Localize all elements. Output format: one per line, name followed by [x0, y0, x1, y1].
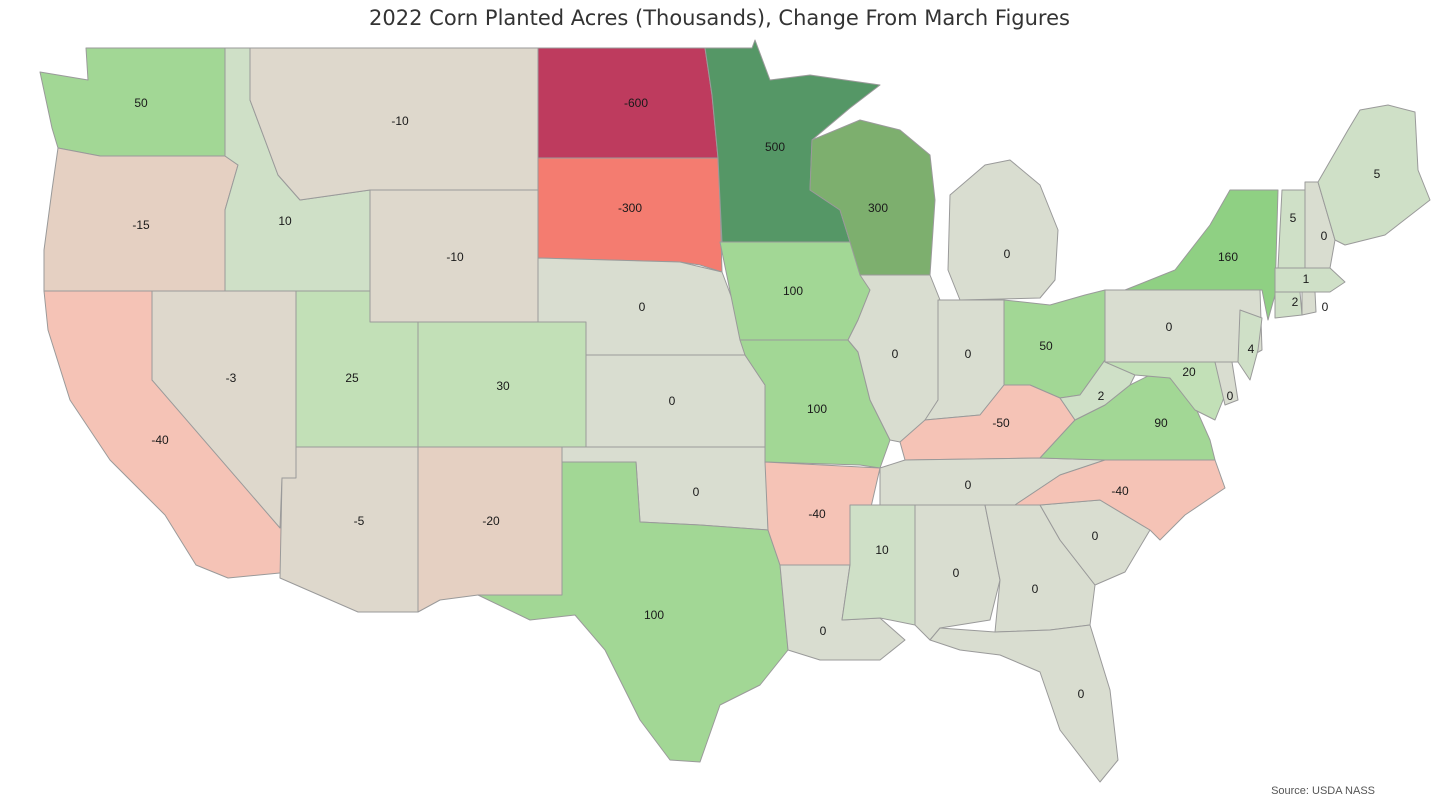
state-ms[interactable]: [841, 504, 916, 626]
state-value-label: 0: [1166, 320, 1173, 334]
state-nc[interactable]: [1014, 459, 1226, 541]
state-value-label: 10: [875, 543, 889, 557]
state-value-label: 0: [1078, 687, 1085, 701]
state-nm[interactable]: [417, 446, 563, 613]
state-value-label: 100: [644, 608, 664, 622]
state-ri[interactable]: [1301, 291, 1317, 316]
state-me[interactable]: [1317, 104, 1431, 246]
state-value-label: -10: [446, 250, 464, 264]
state-value-label: 0: [1032, 582, 1039, 596]
state-value-label: -50: [992, 416, 1010, 430]
state-value-label: -3: [226, 371, 237, 385]
state-value-label: -40: [151, 433, 169, 447]
state-value-label: 300: [868, 201, 888, 215]
state-tx[interactable]: [477, 461, 789, 763]
labels-layer: 50-15-4010-3-10-1025-530-20-600-30000010…: [132, 96, 1380, 701]
state-value-label: 5: [1290, 211, 1297, 225]
state-value-label: 25: [345, 371, 359, 385]
state-value-label: 10: [278, 214, 292, 228]
state-value-label: -40: [808, 507, 826, 521]
state-value-label: 160: [1218, 250, 1238, 264]
state-value-label: 5: [1374, 167, 1381, 181]
state-value-label: 500: [765, 140, 785, 154]
state-ny[interactable]: [1124, 189, 1279, 321]
state-nj[interactable]: [1237, 309, 1263, 381]
state-value-label: 30: [496, 379, 510, 393]
state-ks[interactable]: [585, 354, 766, 448]
state-value-label: 0: [1227, 389, 1234, 403]
state-value-label: 20: [1182, 365, 1196, 379]
state-nh[interactable]: [1304, 181, 1336, 269]
state-value-label: 100: [783, 284, 803, 298]
state-value-label: -10: [391, 114, 409, 128]
state-value-label: -20: [482, 514, 500, 528]
map-title: 2022 Corn Planted Acres (Thousands), Cha…: [369, 6, 1070, 30]
state-fl[interactable]: [929, 624, 1119, 783]
states-layer: [39, 39, 1431, 783]
state-value-label: 0: [820, 624, 827, 638]
state-value-label: 0: [1004, 247, 1011, 261]
state-value-label: 90: [1154, 416, 1168, 430]
state-value-label: 0: [669, 394, 676, 408]
state-value-label: 0: [693, 485, 700, 499]
state-value-label: 0: [1321, 229, 1328, 243]
state-az[interactable]: [279, 446, 419, 613]
state-value-label: -40: [1111, 484, 1129, 498]
state-ma[interactable]: [1274, 267, 1346, 293]
state-value-label: 2: [1292, 295, 1299, 309]
state-wv[interactable]: [1059, 359, 1136, 421]
state-value-label: 0: [953, 566, 960, 580]
state-value-label: 0: [965, 347, 972, 361]
state-value-label: -600: [624, 96, 648, 110]
state-value-label: 100: [807, 402, 827, 416]
state-value-label: 1: [1303, 272, 1310, 286]
state-mi[interactable]: [947, 159, 1059, 301]
source-note: Source: USDA NASS: [1271, 785, 1375, 797]
state-value-label: 0: [1322, 300, 1329, 314]
state-value-label: -5: [354, 514, 365, 528]
state-vt[interactable]: [1277, 189, 1306, 269]
state-value-label: 0: [892, 347, 899, 361]
state-value-label: 0: [1092, 529, 1099, 543]
state-value-label: -15: [132, 218, 150, 232]
state-value-label: 50: [134, 96, 148, 110]
state-value-label: 0: [965, 478, 972, 492]
state-value-label: 50: [1039, 339, 1053, 353]
state-value-label: -300: [618, 201, 642, 215]
state-value-label: 2: [1098, 389, 1105, 403]
state-value-label: 0: [639, 300, 646, 314]
state-wa[interactable]: [39, 47, 226, 157]
state-value-label: 4: [1248, 342, 1255, 356]
state-de[interactable]: [1214, 361, 1239, 406]
